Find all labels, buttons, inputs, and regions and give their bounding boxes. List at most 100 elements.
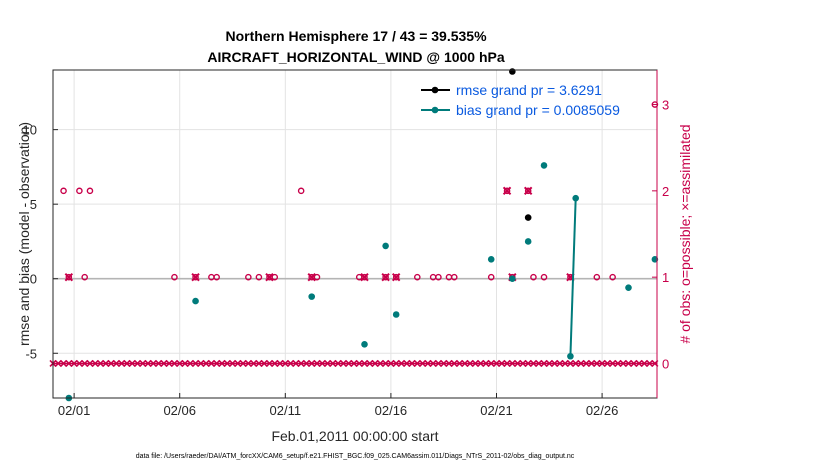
obs-zero-marker — [292, 359, 300, 368]
obs-zero-marker — [118, 359, 126, 368]
obs-zero-marker — [133, 359, 142, 368]
obs-zero-marker — [419, 359, 427, 368]
obs-zero-marker — [308, 359, 316, 368]
obs-zero-marker — [250, 359, 258, 368]
obs-zero-marker — [545, 359, 553, 368]
obs-zero-marker — [165, 359, 173, 368]
obs-zero-marker — [598, 359, 606, 368]
obs-zero-marker — [529, 359, 538, 368]
obs-zero-marker — [514, 359, 522, 368]
bias-point — [382, 242, 389, 250]
obs-zero-marker — [577, 359, 585, 368]
legend-rmse-marker — [431, 86, 439, 94]
bias-line-segment — [569, 198, 577, 357]
obs-possible-marker — [524, 187, 532, 195]
obs-zero-marker — [535, 359, 543, 368]
obs-zero-marker — [408, 359, 416, 368]
obs-zero-marker — [640, 359, 648, 368]
obs-zero-marker — [281, 359, 289, 368]
obs-zero-marker — [160, 359, 168, 368]
obs-zero-marker — [244, 359, 252, 368]
obs-possible-marker — [530, 273, 537, 281]
chart-title-line1: Northern Hemisphere 17 / 43 = 39.535% — [225, 28, 487, 44]
x-tick-label: 02/06 — [163, 403, 196, 418]
obs-zero-marker — [65, 359, 73, 368]
obs-zero-marker — [466, 359, 474, 368]
obs-zero-marker — [149, 359, 157, 368]
x-tick-label: 02/16 — [375, 403, 408, 418]
obs-zero-marker — [75, 359, 83, 368]
obs-possible-marker — [593, 273, 601, 281]
obs-possible-marker — [271, 273, 279, 281]
obs-zero-marker — [392, 359, 400, 368]
bias-point — [540, 162, 548, 169]
obs-zero-marker — [139, 359, 147, 368]
obs-zero-marker — [455, 359, 464, 368]
obs-zero-marker — [503, 359, 511, 368]
obs-zero-marker — [323, 359, 332, 368]
obs-zero-marker — [450, 359, 458, 368]
x-tick-label: 02/01 — [58, 403, 91, 418]
obs-zero-marker — [350, 359, 358, 368]
obs-zero-marker — [191, 359, 200, 368]
obs-zero-marker — [287, 359, 295, 368]
obs-zero-marker — [646, 359, 654, 368]
bias-point — [524, 238, 532, 245]
bias-point — [192, 297, 199, 305]
obs-zero-marker — [81, 359, 89, 368]
obs-zero-marker — [334, 359, 342, 368]
obs-zero-marker — [387, 359, 395, 368]
obs-zero-marker — [360, 359, 369, 368]
obs-zero-marker — [572, 359, 580, 368]
obs-zero-marker — [566, 359, 574, 368]
bias-point — [625, 284, 632, 291]
obs-zero-marker — [155, 359, 163, 368]
obs-zero-marker — [519, 359, 527, 368]
grid-lines — [53, 70, 657, 398]
bias-point — [392, 311, 400, 318]
obs-zero-marker — [524, 359, 532, 368]
legend-bias-marker — [431, 106, 439, 114]
obs-zero-marker — [128, 359, 136, 368]
obs-assimilated-marker — [307, 272, 316, 282]
obs-zero-marker — [345, 359, 353, 368]
obs-possible-marker — [81, 273, 88, 281]
bias-point — [308, 293, 316, 300]
obs-possible-marker — [297, 187, 305, 195]
plot-area — [53, 70, 657, 398]
obs-zero-marker — [551, 359, 559, 368]
y-right-tick-label: 2 — [662, 184, 669, 199]
obs-zero-marker — [86, 359, 94, 368]
obs-zero-marker — [413, 359, 421, 368]
obs-zero-marker — [434, 359, 442, 368]
obs-zero-marker — [260, 359, 268, 368]
obs-zero-marker — [239, 359, 247, 368]
obs-possible-marker — [65, 273, 73, 281]
obs-zero-marker — [96, 359, 105, 368]
obs-zero-marker — [107, 359, 115, 368]
rmse-point — [524, 214, 532, 221]
obs-zero-marker — [318, 359, 326, 368]
obs-zero-marker — [498, 359, 506, 368]
obs-zero-marker — [70, 359, 78, 368]
obs-zero-marker — [582, 359, 590, 368]
x-tick-label: 02/21 — [480, 403, 513, 418]
y-axis-left-label: rmse and bias (model - observation) — [16, 122, 32, 346]
obs-possible-marker — [171, 273, 178, 281]
obs-markers — [49, 101, 659, 368]
obs-zero-marker — [181, 359, 189, 368]
obs-zero-marker — [228, 359, 237, 368]
x-tick-label: 02/11 — [270, 403, 302, 418]
y-right-tick-label: 0 — [662, 356, 669, 371]
obs-zero-marker — [603, 359, 611, 368]
obs-zero-marker — [223, 359, 231, 368]
obs-zero-marker — [329, 359, 337, 368]
obs-zero-marker — [339, 359, 347, 368]
x-tick-label: 02/26 — [586, 403, 619, 418]
obs-zero-marker — [218, 359, 226, 368]
obs-assimilated-marker — [381, 272, 390, 282]
obs-possible-marker — [245, 273, 252, 281]
obs-assimilated-marker — [64, 272, 74, 282]
obs-zero-marker — [144, 359, 152, 368]
